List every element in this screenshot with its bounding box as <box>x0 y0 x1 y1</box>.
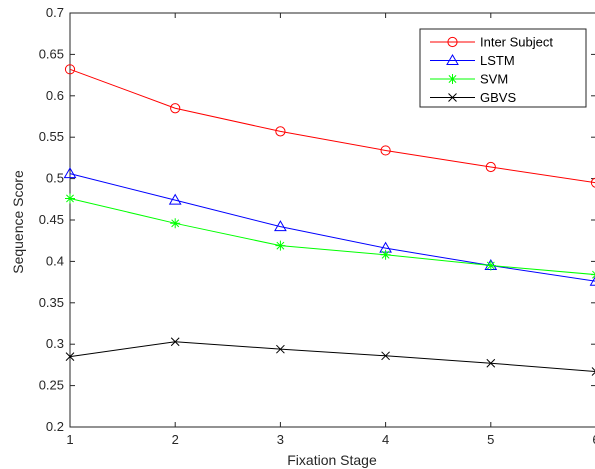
asterisk-marker <box>485 260 496 271</box>
circle-marker <box>275 126 286 137</box>
circle-marker <box>380 145 391 156</box>
x-tick-label: 4 <box>382 432 389 447</box>
circle-marker <box>485 161 496 173</box>
series-lstm <box>63 167 595 286</box>
series-layer <box>63 64 595 376</box>
circle-marker <box>64 64 76 75</box>
triangle-marker <box>168 193 182 205</box>
legend-item: GBVS <box>430 90 516 105</box>
y-tick-label: 0.55 <box>39 129 64 144</box>
triangle-marker <box>446 54 459 65</box>
x-marker <box>276 344 285 354</box>
legend-label: GBVS <box>480 90 516 105</box>
y-axis-label: Sequence Score <box>10 170 26 274</box>
legend-label: Inter Subject <box>480 35 553 50</box>
y-tick-label: 0.7 <box>46 5 64 20</box>
x-marker <box>381 351 390 361</box>
y-tick-label: 0.65 <box>39 46 64 61</box>
series-line <box>69 197 595 276</box>
x-tick-label: 3 <box>277 432 284 447</box>
y-tick-label: 0.25 <box>39 378 64 393</box>
legend: Inter Subject LSTM SVM GBVS <box>419 28 587 108</box>
legend-item: LSTM <box>430 53 515 68</box>
y-tick-label: 0.5 <box>46 171 64 186</box>
legend-label: SVM <box>480 72 508 87</box>
x-marker <box>448 93 457 102</box>
series-line <box>69 173 595 282</box>
legend-item: Inter Subject <box>430 35 553 50</box>
x-tick-label: 1 <box>66 432 73 447</box>
circle-marker <box>170 103 181 114</box>
circle-marker <box>447 36 458 48</box>
series-line <box>69 68 595 184</box>
asterisk-marker <box>65 193 75 204</box>
x-tick-label: 2 <box>172 432 179 447</box>
y-tick-label: 0.2 <box>46 419 64 434</box>
y-tick-label: 0.6 <box>46 88 64 103</box>
y-axis: 0.2 0.25 0.3 0.35 0.4 0.45 0.5 0.55 0.6 0.65 0.7 <box>39 5 595 434</box>
x-axis: 1 2 3 4 5 6 <box>66 13 595 447</box>
x-marker <box>591 367 595 376</box>
legend-item: SVM <box>430 72 508 87</box>
y-tick-label: 0.45 <box>39 212 64 227</box>
x-tick-label: 5 <box>487 432 494 447</box>
triangle-marker <box>589 276 595 286</box>
circle-marker <box>590 177 595 188</box>
series-svm <box>65 193 595 279</box>
x-axis-label: Fixation Stage <box>287 452 377 468</box>
asterisk-marker <box>275 240 286 251</box>
series-line <box>69 341 595 372</box>
asterisk-marker <box>380 249 391 260</box>
series-gbvs <box>65 337 595 376</box>
x-marker <box>170 337 180 347</box>
series-inter-subject <box>64 64 595 188</box>
y-tick-label: 0.35 <box>39 295 64 310</box>
legend-label: LSTM <box>480 53 515 68</box>
y-tick-label: 0.3 <box>46 336 64 351</box>
x-marker <box>65 352 75 361</box>
triangle-marker <box>274 220 287 232</box>
asterisk-marker <box>170 218 181 229</box>
triangle-marker <box>63 167 77 179</box>
x-marker <box>486 358 496 368</box>
asterisk-marker <box>447 74 458 84</box>
x-tick-label: 6 <box>592 432 595 447</box>
y-tick-label: 0.4 <box>46 253 64 268</box>
